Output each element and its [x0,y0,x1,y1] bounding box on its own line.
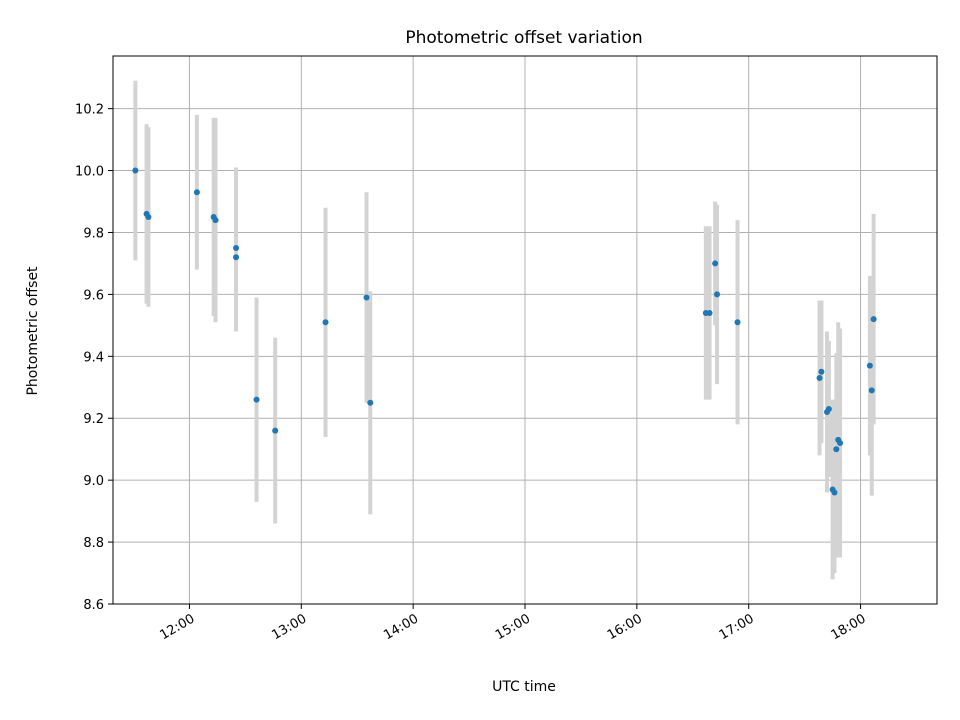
data-point [193,189,200,196]
data-point [825,405,832,412]
y-tick-label: 9.8 [83,226,104,241]
data-point [837,440,844,447]
data-point [831,489,838,496]
y-tick-label: 8.8 [83,536,104,551]
data-point [714,291,721,298]
data-point [132,167,139,174]
data-point [833,446,840,453]
data-point [818,368,825,375]
data-point [734,319,741,326]
data-point [367,399,374,406]
data-point [706,309,713,316]
data-point [145,213,152,220]
y-axis-title: Photometric offset [25,266,41,396]
data-point [870,316,877,323]
data-point [233,244,240,251]
data-point [868,387,875,394]
data-point [712,260,719,267]
chart-title: Photometric offset variation [405,28,642,48]
y-tick-label: 10.2 [75,103,104,118]
y-tick-label: 9.0 [83,474,104,489]
data-point [212,217,219,224]
data-points [132,167,877,496]
data-point [253,396,260,403]
data-point [233,254,240,261]
data-point [322,319,329,326]
grid [113,56,937,605]
y-tick-label: 8.6 [83,598,104,613]
y-tick-label: 9.6 [83,288,104,303]
data-point [363,294,370,301]
x-axis-title: UTC time [492,679,556,695]
data-point [866,362,873,369]
y-tick-label: 9.4 [83,350,104,365]
data-point [272,427,279,434]
y-axis-ticks: 8.6 8.8 9.0 9.2 9.4 9.6 9.8 10.0 10.2 [75,103,113,613]
data-point [816,374,823,381]
y-tick-label: 9.2 [83,412,104,427]
y-tick-label: 10.0 [75,165,104,180]
